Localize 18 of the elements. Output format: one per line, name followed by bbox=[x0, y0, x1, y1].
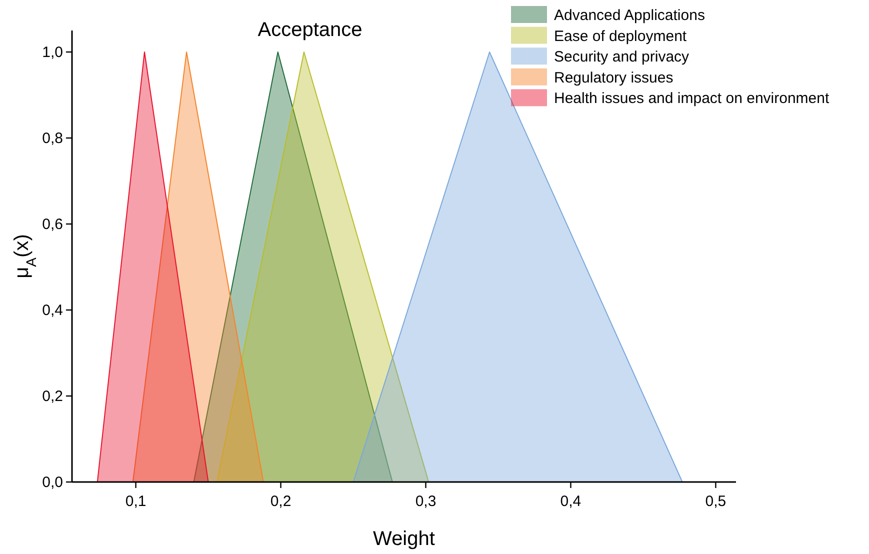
legend-label: Security and privacy bbox=[554, 48, 690, 66]
y-tick-label: 0,2 bbox=[42, 388, 63, 405]
legend-label: Regulatory issues bbox=[554, 69, 674, 86]
x-tick-label: 0,1 bbox=[125, 493, 146, 510]
x-tick-label: 0,4 bbox=[560, 493, 582, 510]
x-tick-label: 0,2 bbox=[270, 493, 292, 510]
y-tick-label: 0,4 bbox=[42, 302, 63, 319]
x-tick-label: 0,3 bbox=[415, 493, 436, 510]
x-tick-label: 0,5 bbox=[705, 493, 726, 510]
chart-title: Acceptance bbox=[258, 19, 362, 41]
y-tick-label: 0,6 bbox=[42, 216, 63, 233]
y-tick-label: 0,0 bbox=[42, 474, 63, 491]
x-axis-title: Weight bbox=[373, 528, 436, 550]
legend-label: Health issues and impact on environment bbox=[554, 90, 830, 108]
legend-label: Ease of deployment bbox=[554, 28, 688, 45]
legend-label: Advanced Applications bbox=[554, 7, 705, 24]
y-tick-label: 0,8 bbox=[42, 130, 63, 147]
y-tick-label: 1,0 bbox=[42, 44, 63, 61]
